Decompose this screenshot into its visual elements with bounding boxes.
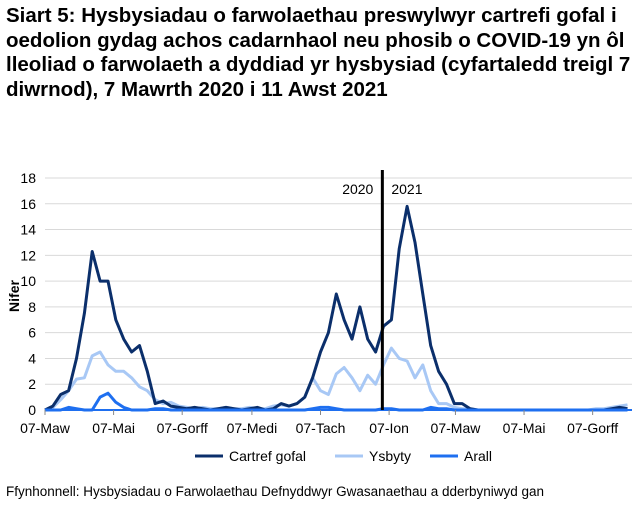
y-tick-label: 6 [28, 325, 36, 341]
x-axis-ticks: 07-Maw 07-Mai 07-Gorff 07-Medi 07-Tach 07-Ion… [20, 410, 618, 436]
legend: Cartref gofal Ysbyty Arall [195, 448, 492, 464]
y-tick-label: 0 [28, 402, 36, 418]
gridlines [45, 177, 632, 385]
y-tick-label: 18 [20, 170, 36, 186]
x-tick-label: 07-Medi [227, 420, 278, 436]
x-tick-label: 07-Mai [503, 420, 546, 436]
y-axis-label: Nifer [6, 280, 22, 312]
source-note: Ffynhonnell: Hysbysiadau o Farwolaethau … [6, 484, 545, 499]
x-tick-label: 07-Ion [369, 420, 409, 436]
chart-title: Siart 5: Hysbysiadau o farwolaethau pres… [6, 4, 631, 101]
x-tick-label: 07-Tach [296, 420, 346, 436]
legend-label: Arall [464, 448, 492, 464]
line-chart: 0 2 4 6 8 10 12 14 16 18 Nifer 07-Maw 07-Mai 07-Gor… [6, 170, 632, 464]
y-tick-label: 16 [20, 196, 36, 212]
y-tick-label: 12 [20, 247, 36, 263]
y-tick-label: 10 [20, 273, 36, 289]
year-label-2021: 2021 [391, 181, 422, 197]
x-tick-label: 07-Mai [92, 420, 135, 436]
x-tick-label: 07-Maw [20, 420, 71, 436]
y-axis-ticks: 0 2 4 6 8 10 12 14 16 18 [20, 170, 36, 418]
series-line-arall [45, 391, 628, 412]
legend-label: Ysbyty [369, 448, 411, 464]
y-tick-label: 8 [28, 299, 36, 315]
x-tick-label: 07-Maw [431, 420, 482, 436]
series-lines [44, 204, 628, 412]
series-line-ysbyty [44, 346, 628, 412]
x-tick-label: 07-Gorff [157, 420, 208, 436]
y-tick-label: 4 [28, 350, 36, 366]
y-tick-label: 14 [20, 222, 36, 238]
year-label-2020: 2020 [342, 181, 373, 197]
x-tick-label: 07-Gorff [567, 420, 618, 436]
legend-label: Cartref gofal [229, 448, 306, 464]
y-tick-label: 2 [28, 376, 36, 392]
